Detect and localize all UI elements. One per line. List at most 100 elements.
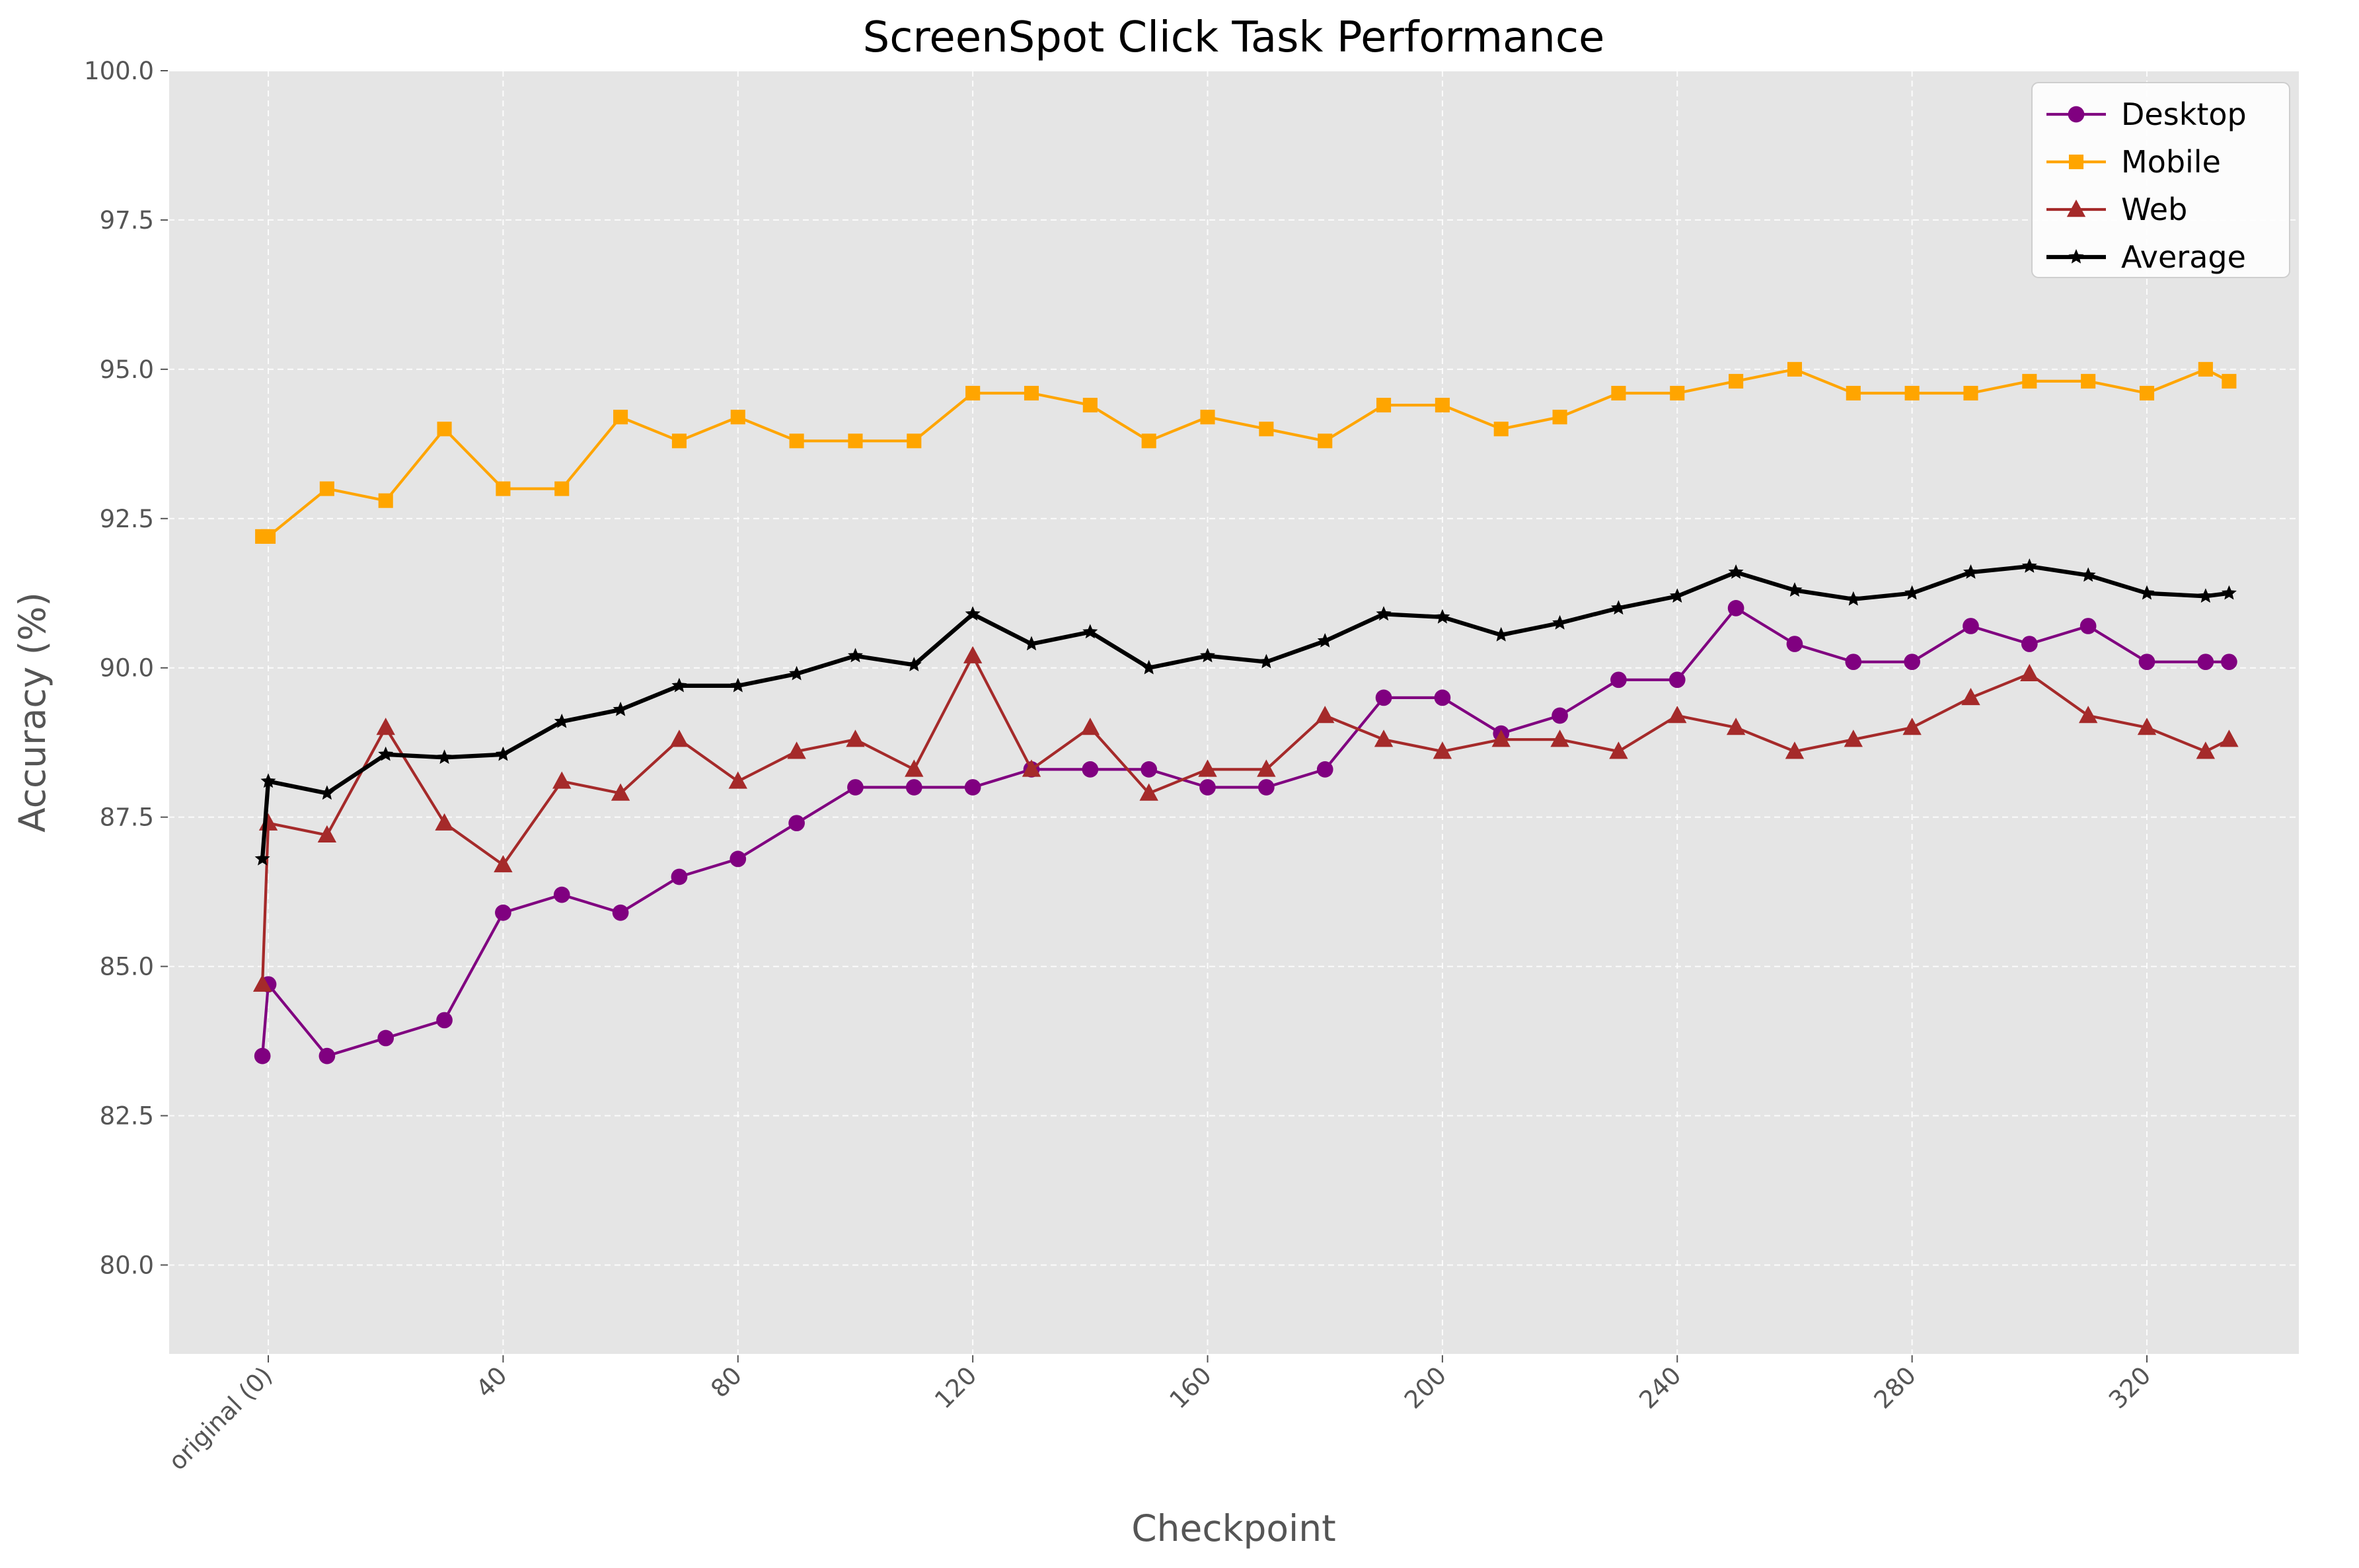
- x-axis-label: Checkpoint: [1131, 1507, 1335, 1549]
- data-point: [671, 433, 687, 449]
- data-point: [1904, 385, 1920, 401]
- y-tick-label: 85.0: [100, 953, 154, 981]
- data-point: [2198, 588, 2214, 603]
- data-point: [788, 815, 805, 832]
- data-point: [495, 904, 511, 921]
- data-point: [1729, 373, 1744, 389]
- data-point: [1552, 615, 1568, 630]
- data-point: [905, 759, 924, 777]
- data-point: [789, 665, 805, 681]
- data-point: [1141, 659, 1157, 675]
- data-point: [2022, 373, 2037, 389]
- data-point: [1022, 759, 1041, 777]
- data-point: [554, 481, 570, 496]
- series-line: [260, 564, 2229, 860]
- data-point: [2138, 653, 2155, 671]
- data-point: [1726, 718, 1746, 735]
- legend-label: Mobile: [2121, 144, 2221, 180]
- data-point: [2081, 373, 2096, 389]
- legend-item-mobile: Mobile: [2046, 144, 2221, 180]
- data-point: [1198, 759, 1217, 777]
- legend-item-web: Web: [2046, 192, 2187, 227]
- legend-item-average: Average: [2046, 239, 2246, 275]
- data-point: [496, 481, 511, 496]
- data-point: [2139, 585, 2155, 600]
- data-point: [2080, 567, 2096, 582]
- series-line: [261, 654, 2230, 985]
- data-point: [906, 657, 922, 671]
- data-point: [554, 714, 570, 728]
- data-point: [252, 974, 272, 992]
- series-line: [261, 607, 2229, 1058]
- data-point: [730, 410, 745, 425]
- data-point: [437, 422, 452, 437]
- data-point: [1786, 636, 1803, 652]
- data-point: [1668, 671, 1686, 689]
- data-point: [1668, 706, 1687, 724]
- legend-marker: [2068, 248, 2084, 264]
- data-point: [1082, 398, 1098, 413]
- series-layer: [252, 361, 2239, 1064]
- data-point: [2079, 618, 2097, 634]
- data-point: [1846, 385, 1861, 401]
- data-point: [260, 529, 276, 544]
- y-tick-label: 90.0: [100, 654, 154, 683]
- data-point: [1024, 385, 1039, 401]
- y-tick-label: 80.0: [100, 1251, 154, 1279]
- data-point: [848, 433, 863, 449]
- data-point: [2078, 706, 2098, 724]
- y-tick-label: 87.5: [100, 803, 154, 832]
- data-point: [552, 771, 572, 789]
- data-point: [730, 850, 747, 868]
- data-point: [1493, 626, 1509, 642]
- data-point: [965, 385, 981, 401]
- y-tick-label: 97.5: [100, 206, 154, 235]
- data-point: [317, 825, 337, 842]
- series-web: [252, 646, 2239, 992]
- data-point: [318, 1047, 336, 1064]
- data-point: [1902, 718, 1922, 735]
- y-tick-label: 100.0: [84, 57, 154, 85]
- data-point: [1610, 600, 1626, 615]
- data-point: [2221, 653, 2237, 671]
- data-point: [254, 850, 270, 866]
- data-point: [2137, 718, 2157, 735]
- data-point: [1374, 729, 1394, 747]
- y-tick-label: 82.5: [100, 1102, 154, 1131]
- data-point: [612, 904, 629, 921]
- data-point: [1199, 779, 1216, 796]
- data-point: [1904, 653, 1920, 671]
- data-point: [1141, 761, 1158, 778]
- data-point: [1845, 653, 1862, 671]
- data-point: [905, 779, 922, 796]
- data-point: [1491, 729, 1511, 747]
- data-point: [846, 729, 865, 747]
- data-point: [1609, 741, 1628, 759]
- data-point: [1787, 361, 1803, 377]
- data-point: [2139, 385, 2155, 401]
- data-point: [1963, 564, 1978, 579]
- data-point: [377, 1029, 394, 1047]
- data-point: [2021, 636, 2038, 652]
- data-point: [1141, 433, 1156, 449]
- data-point: [1552, 410, 1567, 425]
- chart-title: ScreenSpot Click Task Performance: [863, 13, 1605, 62]
- legend: Desktop Mobile Web Average: [2031, 82, 2290, 278]
- data-point: [1259, 422, 1274, 437]
- data-point: [965, 606, 981, 621]
- data-point: [787, 741, 806, 759]
- data-point: [1610, 671, 1627, 689]
- data-point: [494, 854, 513, 873]
- data-point: [1669, 588, 1685, 603]
- data-point: [730, 677, 746, 692]
- series-average: [254, 558, 2237, 866]
- data-point: [495, 746, 511, 761]
- data-point: [1376, 606, 1392, 621]
- data-point: [435, 813, 454, 831]
- data-point: [1846, 591, 1861, 606]
- y-tick-label: 92.5: [100, 505, 154, 533]
- data-point: [1435, 609, 1450, 624]
- data-point: [1727, 599, 1744, 616]
- legend-marker: [2068, 154, 2084, 170]
